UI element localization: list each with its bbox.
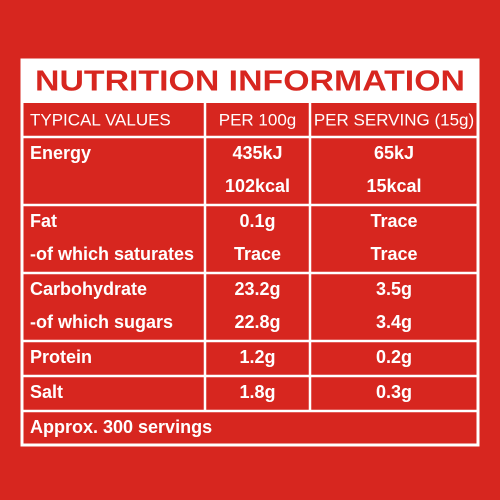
nutrient-label: Energy: [30, 143, 91, 163]
title: NUTRITION INFORMATION: [35, 66, 465, 98]
nutrient-value: 65kJ: [374, 143, 414, 163]
nutrient-value: Trace: [370, 211, 417, 231]
nutrient-label: Protein: [30, 347, 92, 367]
nutrient-value: 22.8g: [234, 312, 280, 332]
nutrient-value: 3.4g: [376, 312, 412, 332]
nutrient-value: 23.2g: [234, 279, 280, 299]
nutrient-label: -of which sugars: [30, 312, 173, 332]
nutrient-label: Salt: [30, 382, 63, 402]
nutrient-label: Carbohydrate: [30, 279, 147, 299]
nutrient-value: Trace: [370, 244, 417, 264]
nutrient-value: 1.2g: [239, 347, 275, 367]
title-box: [22, 60, 478, 103]
nutrient-value: Trace: [234, 244, 281, 264]
nutrient-label: -of which saturates: [30, 244, 194, 264]
nutrient-value: 435kJ: [232, 143, 282, 163]
column-header: TYPICAL VALUES: [30, 110, 171, 129]
nutrient-value: 1.8g: [239, 382, 275, 402]
nutrient-label: Fat: [30, 211, 57, 231]
nutrient-value: 3.5g: [376, 279, 412, 299]
nutrient-value: 0.2g: [376, 347, 412, 367]
nutrient-value: 0.3g: [376, 382, 412, 402]
nutrient-value: 15kcal: [366, 176, 421, 196]
column-header: PER SERVING (15g): [314, 110, 474, 129]
nutrient-value: 0.1g: [239, 211, 275, 231]
column-header: PER 100g: [219, 110, 297, 129]
footer-note: Approx. 300 servings: [30, 417, 212, 437]
nutrient-value: 102kcal: [225, 176, 290, 196]
